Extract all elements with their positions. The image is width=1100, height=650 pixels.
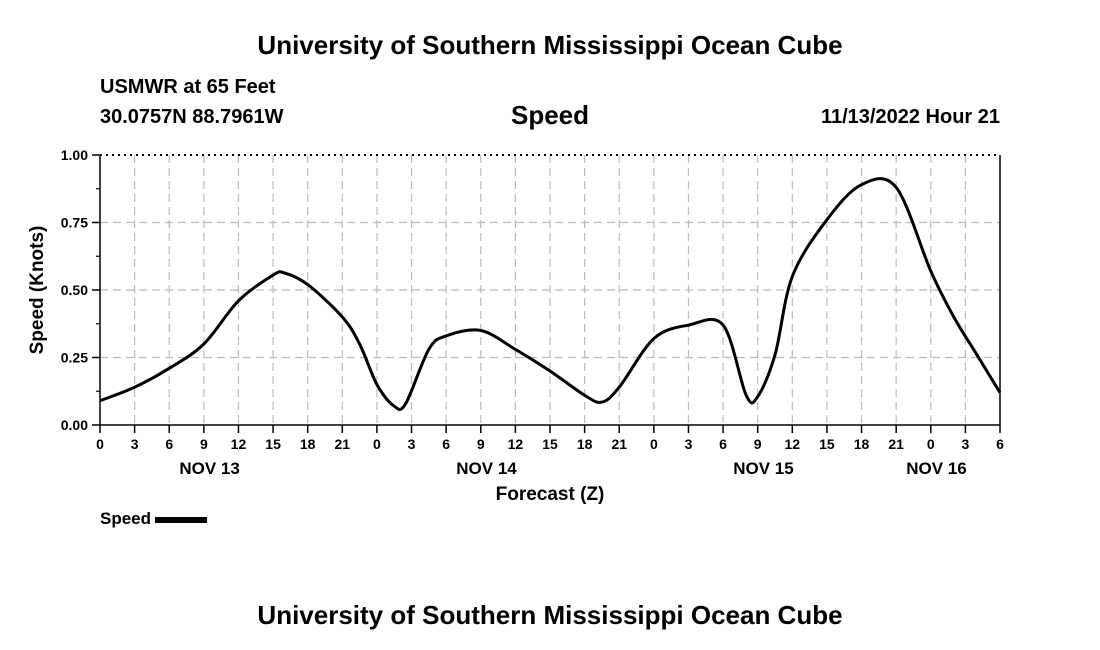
x-tick-label: 0 bbox=[373, 436, 381, 452]
speed-chart: 0.00 0.25 0.50 0.75 1.00 0 3 6 9 12 15 18 21 0 3 6 9 12 15… bbox=[27, 147, 1004, 505]
x-tick-label: 12 bbox=[508, 436, 524, 452]
x-tick-label: 18 bbox=[300, 436, 316, 452]
x-tick-label: 6 bbox=[165, 436, 173, 452]
date-label: NOV 14 bbox=[456, 459, 517, 478]
x-tick-label: 6 bbox=[719, 436, 727, 452]
x-tick-label: 9 bbox=[477, 436, 485, 452]
x-tick-label: 18 bbox=[577, 436, 593, 452]
x-tick-label: 3 bbox=[408, 436, 416, 452]
chart-title: Speed bbox=[510, 100, 590, 130]
x-axis-title: Forecast (Z) bbox=[496, 484, 605, 505]
y-tick-label: 0.00 bbox=[61, 417, 88, 433]
station-coords: 30.0757N 88.7961W bbox=[100, 106, 284, 128]
x-tick-label: 21 bbox=[888, 436, 904, 452]
x-tick-label: 15 bbox=[542, 436, 558, 452]
x-tick-label: 0 bbox=[927, 436, 935, 452]
x-tick-label: 15 bbox=[265, 436, 281, 452]
x-tick-label: 9 bbox=[200, 436, 208, 452]
date-label: NOV 13 bbox=[179, 459, 239, 478]
x-tick-label: 3 bbox=[131, 436, 139, 452]
y-tick-label: 0.25 bbox=[61, 350, 88, 366]
legend-label: Speed bbox=[100, 509, 152, 528]
y-tick-label: 1.00 bbox=[61, 147, 88, 163]
x-tick-label: 6 bbox=[996, 436, 1004, 452]
x-tick-label: 3 bbox=[961, 436, 969, 452]
x-tick-label: 18 bbox=[854, 436, 870, 452]
forecast-datetime: 11/13/2022 Hour 21 bbox=[820, 106, 1000, 128]
speed-series-line bbox=[99, 177, 1002, 411]
x-tick-label: 21 bbox=[335, 436, 351, 452]
legend: Speed bbox=[100, 509, 208, 529]
y-tick-label: 0.50 bbox=[61, 282, 88, 298]
date-label: NOV 16 bbox=[906, 459, 966, 478]
x-tick-label: 15 bbox=[819, 436, 835, 452]
station-label: USMWR at 65 Feet bbox=[100, 76, 276, 98]
x-tick-label: 6 bbox=[442, 436, 450, 452]
x-tick-label: 0 bbox=[650, 436, 658, 452]
date-label: NOV 15 bbox=[733, 459, 793, 478]
y-tick-label: 0.75 bbox=[61, 215, 88, 231]
x-tick-label: 12 bbox=[231, 436, 247, 452]
page-title: University of Southern Mississippi Ocean… bbox=[257, 30, 843, 60]
footer-title: University of Southern Mississippi Ocean… bbox=[257, 600, 843, 630]
x-tick-label: 9 bbox=[754, 436, 762, 452]
x-tick-label: 3 bbox=[685, 436, 693, 452]
legend-line-swatch bbox=[155, 516, 208, 523]
x-tick-label: 21 bbox=[611, 436, 627, 452]
x-tick-label: 0 bbox=[96, 436, 104, 452]
x-tick-label: 12 bbox=[785, 436, 801, 452]
y-axis-title: Speed (Knots) bbox=[27, 226, 48, 355]
